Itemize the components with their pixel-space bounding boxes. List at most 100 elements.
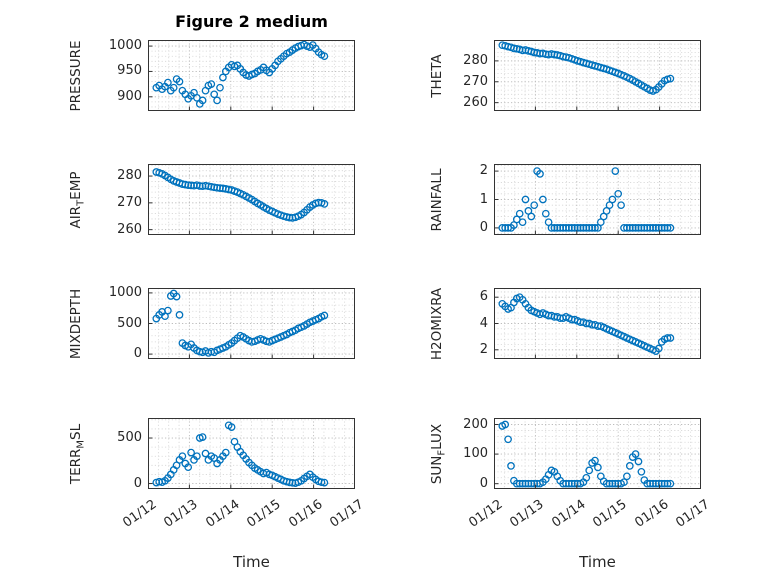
- ytick-label: 500: [117, 430, 142, 446]
- ylabel-text: SUN: [429, 455, 445, 484]
- ytick-label: 270: [463, 73, 488, 89]
- ylabel-sun-flux: SUNFLUX: [428, 379, 448, 529]
- data-point: [175, 311, 184, 319]
- data-point: [198, 96, 207, 105]
- subplot-air-temp: [148, 164, 355, 235]
- ytick-label: 1: [479, 191, 488, 207]
- data-point: [536, 170, 544, 178]
- data-point: [637, 467, 646, 476]
- plot-area-rainfall: [494, 164, 701, 235]
- axes-box: [494, 164, 701, 235]
- data-point: [634, 457, 643, 466]
- data-point: [625, 462, 634, 470]
- ytick-label: 260: [117, 221, 142, 237]
- subplot-sun-flux: [494, 418, 701, 489]
- ytick-label: 4: [479, 315, 488, 331]
- ytick-label: 950: [117, 63, 142, 79]
- data-point: [611, 167, 620, 175]
- data-point: [207, 80, 216, 88]
- data-point: [164, 306, 172, 315]
- ylabel-text: H2OMIXRA: [429, 287, 445, 360]
- subplot-terr-msl: [148, 418, 355, 489]
- data-point: [175, 77, 184, 86]
- subplot-h2omixra: [494, 288, 701, 359]
- ytick-label: 0: [479, 475, 488, 491]
- plot-area-terr-msl: [148, 418, 355, 489]
- data-point: [317, 478, 326, 487]
- data-point: [541, 209, 550, 218]
- data-point: [666, 479, 675, 488]
- data-point: [663, 479, 672, 488]
- ytick-label: 100: [463, 446, 488, 462]
- data-point: [320, 311, 329, 320]
- data-point: [172, 292, 181, 301]
- ylabel-subscript: T: [75, 199, 87, 206]
- data-point: [582, 473, 591, 482]
- data-point: [216, 83, 224, 92]
- ytick-label: 900: [117, 88, 142, 104]
- ylabel-h2omixra: H2OMIXRA: [428, 249, 446, 399]
- axes-box: [494, 418, 701, 489]
- plot-area-mixdepth: [148, 288, 355, 359]
- data-point: [320, 200, 329, 208]
- x-axis-label-right: Time: [579, 553, 616, 571]
- data-point: [164, 78, 172, 87]
- figure-title: Figure 2 medium: [175, 12, 328, 31]
- data-point: [320, 52, 329, 61]
- ylabel-text: SL: [68, 423, 84, 440]
- ylabel-text: THETA: [429, 53, 445, 98]
- data-point: [227, 423, 236, 431]
- data-point: [654, 344, 663, 353]
- data-point: [539, 195, 547, 204]
- subplot-mixdepth: [148, 288, 355, 359]
- ylabel-text: PRESSURE: [68, 40, 84, 111]
- ytick-label: 280: [463, 52, 488, 68]
- data-point: [663, 334, 672, 342]
- plot-area-air-temp: [148, 164, 355, 235]
- ytick-label: 6: [479, 289, 488, 305]
- data-point: [666, 334, 675, 342]
- axes-box: [148, 164, 355, 235]
- plot-area-h2omixra: [494, 288, 701, 359]
- data-point: [623, 472, 631, 481]
- ylabel-subscript: F: [436, 449, 448, 456]
- ylabel-mixdepth: MIXDEPTH: [67, 249, 85, 399]
- data-point: [195, 182, 204, 190]
- data-point: [221, 448, 230, 457]
- ylabel-text: EMP: [68, 170, 84, 200]
- data-point: [169, 83, 178, 92]
- ytick-label: 0: [479, 219, 488, 235]
- subplot-rainfall: [494, 164, 701, 235]
- subplot-theta: [494, 40, 701, 111]
- data-point: [527, 212, 536, 221]
- data-point: [501, 420, 510, 429]
- ylabel-text: MIXDEPTH: [68, 288, 84, 359]
- ylabel-subscript: M: [75, 439, 87, 449]
- ytick-label: 500: [117, 315, 142, 331]
- ytick-label: 260: [463, 94, 488, 110]
- data-point: [663, 224, 672, 232]
- axes-box: [494, 288, 701, 359]
- ytick-label: 1000: [108, 284, 142, 300]
- ylabel-text: LUX: [429, 423, 445, 450]
- data-point: [614, 189, 623, 198]
- data-point: [184, 463, 193, 472]
- ytick-label: 2: [479, 341, 488, 357]
- data-point: [515, 209, 524, 218]
- data-point: [521, 195, 530, 204]
- data-point: [585, 466, 594, 475]
- ytick-label: 0: [133, 346, 142, 362]
- data-point: [541, 50, 550, 59]
- plot-area-sun-flux: [494, 418, 701, 489]
- plot-area-theta: [494, 40, 701, 111]
- data-point: [178, 452, 187, 461]
- axes-box: [148, 288, 355, 359]
- data-point: [591, 456, 599, 465]
- data-point: [210, 90, 219, 99]
- ylabel-text: AIR: [68, 205, 84, 229]
- axes-box: [148, 40, 355, 111]
- ylabel-text: RAINFALL: [429, 168, 445, 231]
- data-point: [591, 224, 599, 232]
- data-point: [608, 195, 617, 204]
